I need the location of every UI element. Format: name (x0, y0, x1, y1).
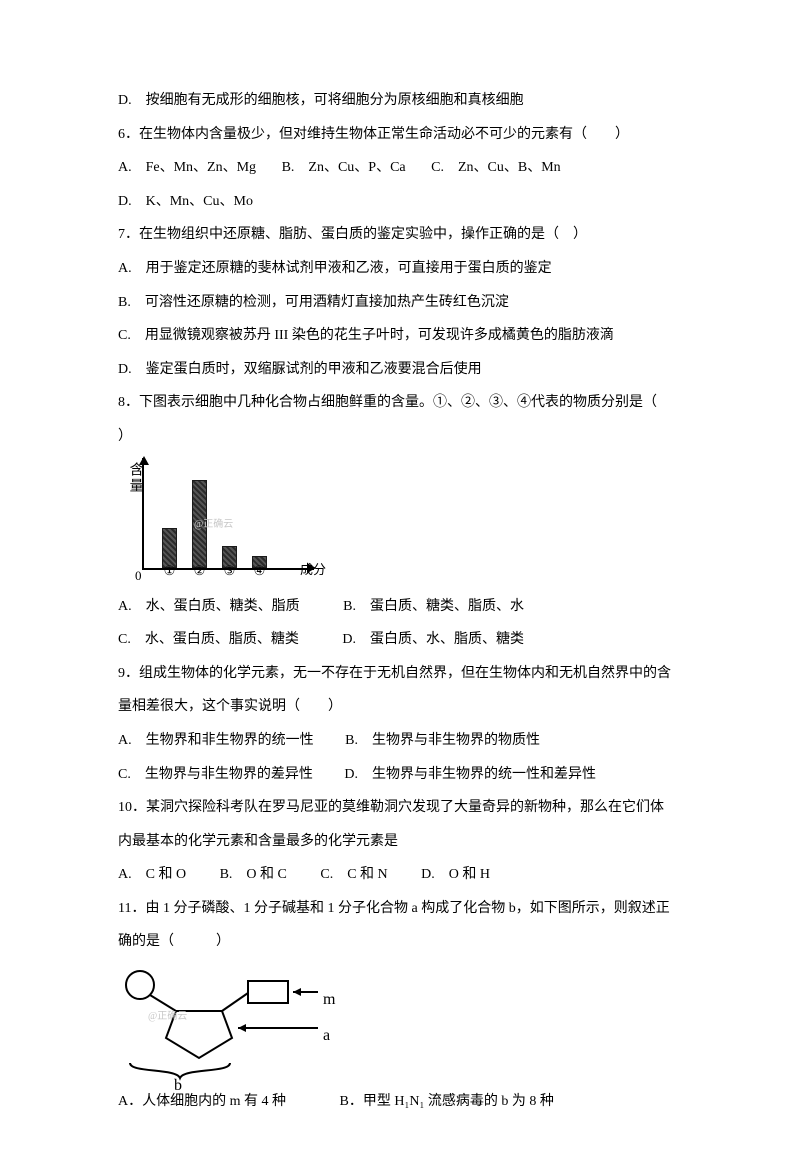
q6-b: B. Zn、Cu、P、Ca (282, 151, 406, 185)
q10-stem-1: 10．某洞穴探险科考队在罗马尼亚的莫维勒洞穴发现了大量奇异的新物种，那么在它们体 (118, 791, 682, 825)
q10-options: A. C 和 O B. O 和 C C. C 和 N D. O 和 H (118, 858, 682, 892)
q9-c: C. 生物界与非生物界的差异性 (118, 758, 313, 792)
bar-2-label: ② (194, 555, 206, 586)
bar-2: ② (192, 480, 207, 568)
bar-3-label: ③ (224, 555, 236, 586)
q11-stem-2: 确的是（ ） (118, 925, 682, 959)
label-b: b (174, 1067, 182, 1105)
q11-options: A．人体细胞内的 m 有 4 种 B．甲型 H₁N₁ 流感病毒的 b 为 8 种 (118, 1085, 682, 1119)
q8-c: C. 水、蛋白质、脂质、糖类 (118, 623, 299, 657)
q7-c: C. 用显微镜观察被苏丹 III 染色的花生子叶时，可发现许多成橘黄色的脂肪液滴 (118, 319, 682, 353)
y-arrow-icon (139, 456, 149, 465)
q9-d: D. 生物界与非生物界的统一性和差异性 (344, 758, 596, 792)
q11-a: A．人体细胞内的 m 有 4 种 (118, 1085, 286, 1119)
q6-stem: 6．在生物体内含量极少，但对维持生物体正常生命活动必不可少的元素有（ ） (118, 118, 682, 152)
q7-d: D. 鉴定蛋白质时，双缩脲试剂的甲液和乙液要混合后使用 (118, 353, 682, 387)
q10-d: D. O 和 H (421, 858, 490, 892)
q8-b: B. 蛋白质、糖类、脂质、水 (343, 590, 524, 624)
q10-b: B. O 和 C (220, 858, 287, 892)
bar-4: ④ (252, 556, 267, 568)
q11-stem-1: 11．由 1 分子磷酸、1 分子碱基和 1 分子化合物 a 构成了化合物 b，如… (118, 892, 682, 926)
q9-stem-2: 量相差很大，这个事实说明（ ） (118, 690, 682, 724)
q8-a: A. 水、蛋白质、糖类、脂质 (118, 590, 300, 624)
chart-area: ① ② ③ ④ @正确云 (142, 458, 314, 570)
q9-options-1: A. 生物界和非生物界的统一性 B. 生物界与非生物界的物质性 (118, 724, 682, 758)
q10-c: C. C 和 N (320, 858, 387, 892)
q11-diagram: m a b @正确云 (118, 963, 338, 1083)
q9-options-2: C. 生物界与非生物界的差异性 D. 生物界与非生物界的统一性和差异性 (118, 758, 682, 792)
q6-a: A. Fe、Mn、Zn、Mg (118, 151, 256, 185)
q5-option-d: D. 按细胞有无成形的细胞核，可将细胞分为原核细胞和真核细胞 (118, 84, 682, 118)
label-a: a (323, 1017, 330, 1055)
q10-stem-2: 内最基本的化学元素和含量最多的化学元素是 (118, 825, 682, 859)
q7-stem: 7．在生物组织中还原糖、脂肪、蛋白质的鉴定实验中，操作正确的是（ ） (118, 218, 682, 252)
q8-options-2: C. 水、蛋白质、脂质、糖类 D. 蛋白质、水、脂质、糖类 (118, 623, 682, 657)
q9-b: B. 生物界与非生物界的物质性 (345, 724, 540, 758)
q8-options-1: A. 水、蛋白质、糖类、脂质 B. 蛋白质、糖类、脂质、水 (118, 590, 682, 624)
q9-a: A. 生物界和非生物界的统一性 (118, 724, 314, 758)
bar-1: ① (162, 528, 177, 568)
label-m: m (323, 981, 335, 1019)
q7-a: A. 用于鉴定还原糖的斐林试剂甲液和乙液，可直接用于蛋白质的鉴定 (118, 252, 682, 286)
q7-b: B. 可溶性还原糖的检测，可用酒精灯直接加热产生砖红色沉淀 (118, 286, 682, 320)
bar-4-label: ④ (254, 555, 266, 586)
q8-stem-2: ） (118, 420, 682, 454)
chart-x-label: 成分 (300, 554, 326, 585)
chart-zero: 0 (135, 560, 142, 591)
q9-stem-1: 9．组成生物体的化学元素，无一不存在于无机自然界，但在生物体内和无机自然界中的含 (118, 657, 682, 691)
q6-c: C. Zn、Cu、B、Mn (431, 151, 561, 185)
q6-options: A. Fe、Mn、Zn、Mg B. Zn、Cu、P、Ca C. Zn、Cu、B、… (118, 151, 682, 218)
q8-stem-1: 8．下图表示细胞中几种化合物占细胞鲜重的含量。①、②、③、④代表的物质分别是（ (118, 386, 682, 420)
bar-3: ③ (222, 546, 237, 568)
q11-b: B．甲型 H₁N₁ 流感病毒的 b 为 8 种 (340, 1085, 554, 1119)
bar-1-label: ① (164, 555, 176, 586)
q10-a: A. C 和 O (118, 858, 186, 892)
q6-d: D. K、Mn、Cu、Mo (118, 185, 253, 219)
q8-chart: 含量 0 ① ② ③ ④ @正确云 成分 (118, 458, 328, 588)
q8-d: D. 蛋白质、水、脂质、糖类 (342, 623, 524, 657)
